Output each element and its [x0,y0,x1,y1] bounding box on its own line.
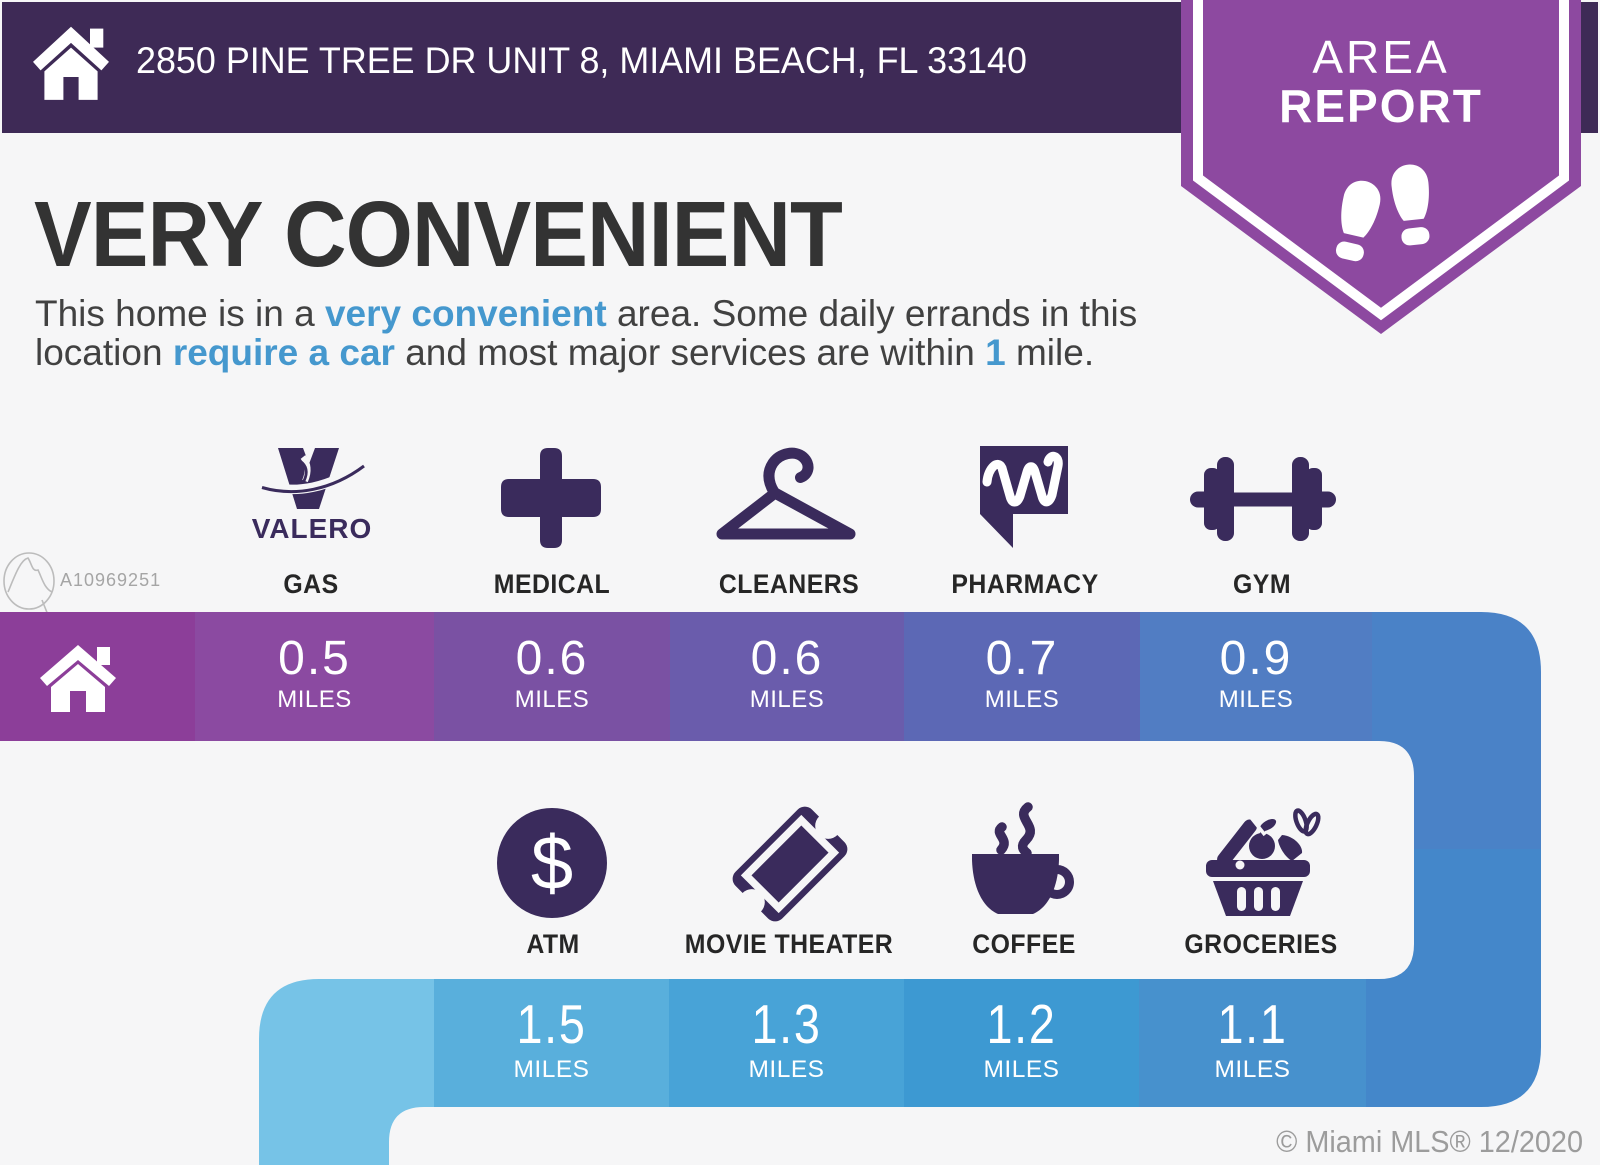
svg-text:$: $ [531,821,573,906]
svg-text:VALERO: VALERO [252,513,373,541]
svg-text:AREA: AREA [1312,31,1449,83]
svg-text:REPORT: REPORT [1279,80,1483,132]
